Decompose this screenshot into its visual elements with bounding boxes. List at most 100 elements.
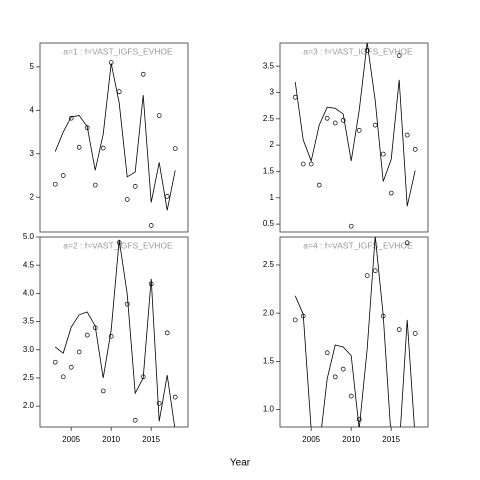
- data-point: [92, 182, 98, 188]
- data-point: [132, 417, 138, 423]
- y-tick-label: 2.0: [263, 308, 275, 317]
- y-tick-label: 1.5: [263, 167, 275, 176]
- data-point: [60, 374, 66, 380]
- data-point: [404, 240, 410, 246]
- data-point: [108, 60, 114, 65]
- y-tick-label: 2.5: [263, 260, 275, 269]
- y-tick-label: 1: [270, 193, 275, 202]
- data-point: [84, 332, 90, 338]
- data-point: [68, 364, 74, 370]
- fitted-line: [54, 63, 176, 211]
- data-point: [380, 151, 386, 157]
- data-point: [116, 89, 122, 95]
- data-point: [68, 115, 74, 121]
- data-point: [356, 416, 362, 422]
- data-point: [164, 330, 170, 336]
- data-point: [348, 223, 354, 229]
- data-point: [364, 48, 370, 53]
- fitted-line: [294, 43, 416, 207]
- data-point: [100, 145, 106, 151]
- y-tick-label: 3.5: [23, 317, 35, 326]
- data-point: [60, 173, 66, 178]
- x-tick-label: 2015: [142, 435, 160, 444]
- data-point: [140, 71, 146, 77]
- data-point: [92, 325, 98, 331]
- data-point: [412, 146, 418, 152]
- data-point: [108, 333, 114, 339]
- data-point: [124, 197, 130, 202]
- data-point: [84, 125, 90, 131]
- data-point: [332, 120, 338, 126]
- data-point: [148, 281, 154, 287]
- y-tick-label: 4.5: [23, 260, 35, 269]
- data-point: [140, 374, 146, 380]
- y-tick-label: 2: [270, 140, 275, 149]
- data-point: [124, 301, 130, 307]
- y-tick-label: 2: [30, 192, 35, 201]
- panel-title: a=4 : f=VAST_IGFS_EVHOE: [303, 240, 413, 250]
- data-point: [100, 388, 106, 394]
- y-tick-label: 2.5: [23, 373, 35, 382]
- data-point: [308, 161, 314, 167]
- data-point: [116, 240, 122, 245]
- y-tick-label: 1.5: [263, 357, 275, 366]
- panel-title: a=3 : f=VAST_IGFS_EVHOE: [303, 46, 413, 56]
- y-tick-label: 1.0: [263, 405, 275, 414]
- panel-title: a=1 : f=VAST_IGFS_EVHOE: [63, 46, 173, 56]
- y-tick-label: 3: [270, 88, 275, 97]
- data-point: [372, 122, 378, 128]
- data-point: [324, 115, 330, 121]
- x-axis-label: Year: [230, 458, 251, 469]
- fitted-line: [54, 239, 176, 427]
- x-tick-label: 2015: [382, 435, 400, 444]
- data-point: [156, 400, 162, 406]
- panel-frame: [279, 236, 429, 428]
- data-point: [388, 190, 394, 196]
- panel-frame: [279, 42, 429, 233]
- data-point: [148, 223, 154, 228]
- data-point: [404, 132, 410, 138]
- data-point: [292, 94, 298, 100]
- data-point: [292, 317, 298, 323]
- y-tick-label: 3.5: [263, 61, 275, 70]
- x-tick-label: 2010: [102, 435, 120, 444]
- fitted-line: [294, 237, 415, 427]
- x-tick-label: 2005: [62, 435, 80, 444]
- y-tick-label: 5.0: [23, 232, 35, 241]
- y-tick-label: 4.0: [23, 288, 35, 297]
- data-point: [132, 184, 138, 189]
- y-tick-label: 0.5: [263, 219, 275, 228]
- y-tick-label: 3: [30, 149, 35, 158]
- data-point: [172, 394, 178, 400]
- data-point: [172, 146, 178, 151]
- data-point: [364, 273, 370, 278]
- data-point: [412, 331, 418, 336]
- data-point: [300, 313, 306, 319]
- data-point: [52, 359, 58, 365]
- data-point: [76, 144, 82, 150]
- y-tick-label: 2.0: [23, 401, 35, 410]
- data-point: [396, 53, 402, 58]
- y-tick-label: 3.0: [23, 345, 35, 354]
- panel-frame: [39, 42, 189, 233]
- y-tick-label: 4: [30, 105, 35, 114]
- data-point: [332, 374, 338, 380]
- panel-title: a=2 : f=VAST_IGFS_EVHOE: [63, 240, 173, 250]
- x-tick-label: 2010: [342, 435, 360, 444]
- data-point: [52, 181, 58, 187]
- data-point: [324, 350, 330, 356]
- data-point: [300, 161, 306, 167]
- data-point: [348, 393, 354, 399]
- data-point: [356, 128, 362, 133]
- data-point: [316, 182, 322, 188]
- data-point: [340, 366, 346, 372]
- data-point: [76, 349, 82, 355]
- x-tick-label: 2005: [302, 435, 320, 444]
- data-point: [340, 118, 346, 123]
- y-tick-label: 5: [30, 62, 35, 71]
- y-tick-label: 2.5: [263, 114, 275, 123]
- data-point: [380, 313, 386, 319]
- data-point: [372, 268, 378, 274]
- panel-frame: [39, 236, 189, 428]
